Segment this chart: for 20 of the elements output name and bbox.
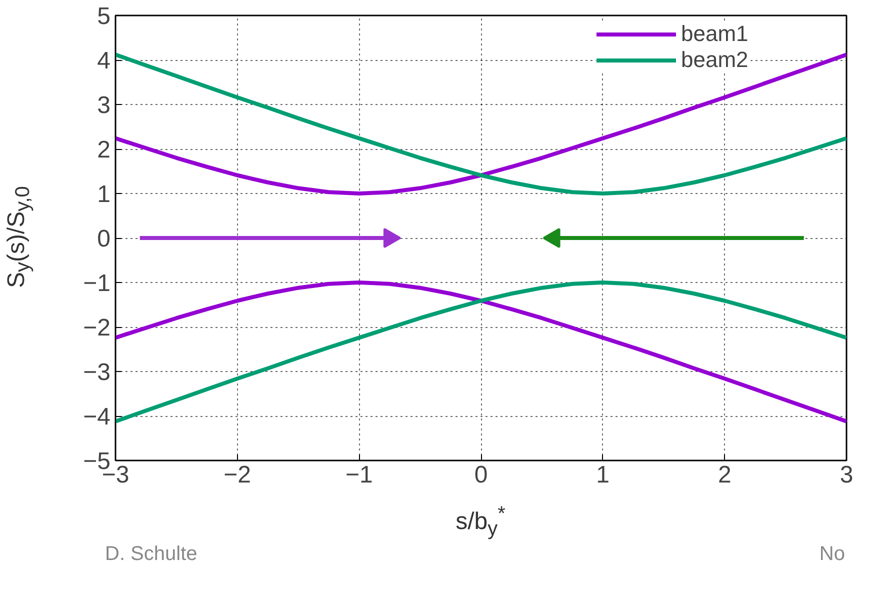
legend-label: beam1 [681, 21, 748, 47]
y-tick-label: −4 [83, 404, 111, 430]
x-tick-label: −2 [224, 462, 252, 488]
x-tick-label: 0 [474, 462, 488, 488]
y-tick-label: 2 [97, 136, 111, 164]
y-tick-label: −1 [83, 270, 111, 297]
y-tick-label: 0 [97, 226, 111, 252]
x-tick-label: 3 [840, 462, 854, 488]
x-tick-label: −1 [345, 462, 373, 488]
x-tick-label: 1 [596, 462, 610, 488]
text: D. Schulte [105, 542, 198, 567]
y-tick-label: −3 [83, 359, 111, 386]
y-tick-label: 3 [97, 92, 111, 119]
y-tick-label: 5 [97, 3, 111, 30]
legend-label: beam2 [681, 47, 748, 73]
y-tick-label: −2 [83, 314, 111, 342]
text: No [819, 542, 845, 567]
y-tick-label: 1 [97, 181, 111, 208]
x-tick-label: 2 [718, 462, 732, 488]
y-tick-label: 4 [97, 48, 111, 74]
